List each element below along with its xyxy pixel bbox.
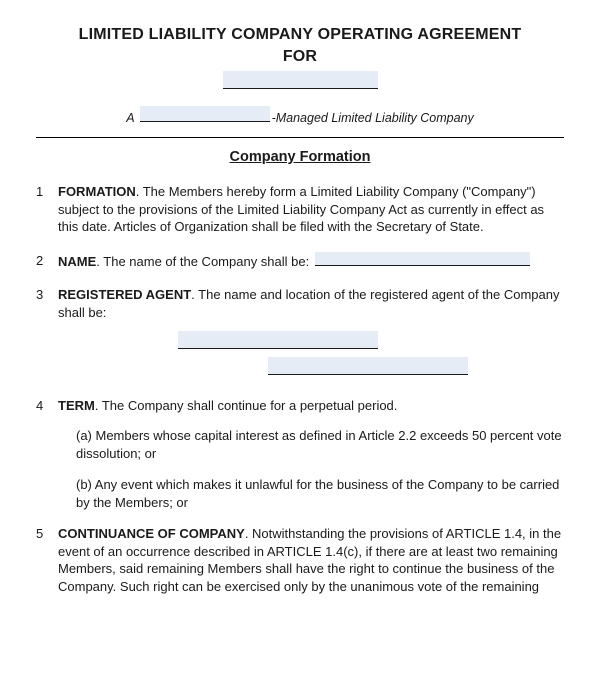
item-text: . The name of the Company shall be:	[96, 254, 313, 269]
subtitle: A -Managed Limited Liability Company	[36, 106, 564, 127]
title-line-2: FOR	[36, 46, 564, 68]
title-line-1: LIMITED LIABILITY COMPANY OPERATING AGRE…	[36, 24, 564, 46]
item-number: 3	[36, 286, 58, 321]
item-formation: 1 FORMATION. The Members hereby form a L…	[36, 183, 564, 236]
subtitle-suffix: -Managed Limited Liability Company	[272, 111, 474, 125]
item-title: FORMATION	[58, 184, 136, 199]
subclause-b: (b) Any event which makes it unlawful fo…	[76, 476, 564, 511]
item-body: REGISTERED AGENT. The name and location …	[58, 286, 564, 321]
item-body: TERM. The Company shall continue for a p…	[58, 397, 564, 415]
management-type-blank[interactable]	[140, 106, 270, 122]
item-term: 4 TERM. The Company shall continue for a…	[36, 397, 564, 415]
item-number: 2	[36, 252, 58, 271]
item-body: FORMATION. The Members hereby form a Lim…	[58, 183, 564, 236]
agent-blanks	[58, 331, 564, 375]
item-continuance: 5 CONTINUANCE OF COMPANY. Notwithstandin…	[36, 525, 564, 595]
item-title: CONTINUANCE OF COMPANY	[58, 526, 245, 541]
agent-location-blank[interactable]	[268, 357, 468, 375]
agent-name-blank[interactable]	[178, 331, 378, 349]
item-title: NAME	[58, 254, 96, 269]
subclause-a: (a) Members whose capital interest as de…	[76, 427, 564, 462]
document-title: LIMITED LIABILITY COMPANY OPERATING AGRE…	[36, 24, 564, 94]
item-number: 5	[36, 525, 58, 595]
item-number: 4	[36, 397, 58, 415]
item-title: REGISTERED AGENT	[58, 287, 191, 302]
company-name-field-blank[interactable]	[315, 252, 530, 266]
item-registered-agent: 3 REGISTERED AGENT. The name and locatio…	[36, 286, 564, 321]
item-text: . The Company shall continue for a perpe…	[95, 398, 398, 413]
subtitle-prefix: A	[126, 111, 134, 125]
item-name: 2 NAME. The name of the Company shall be…	[36, 252, 564, 271]
item-number: 1	[36, 183, 58, 236]
item-body: CONTINUANCE OF COMPANY. Notwithstanding …	[58, 525, 564, 595]
item-title: TERM	[58, 398, 95, 413]
item-body: NAME. The name of the Company shall be:	[58, 252, 564, 271]
divider	[36, 137, 564, 138]
section-heading: Company Formation	[36, 148, 564, 168]
company-name-blank[interactable]	[223, 71, 378, 89]
